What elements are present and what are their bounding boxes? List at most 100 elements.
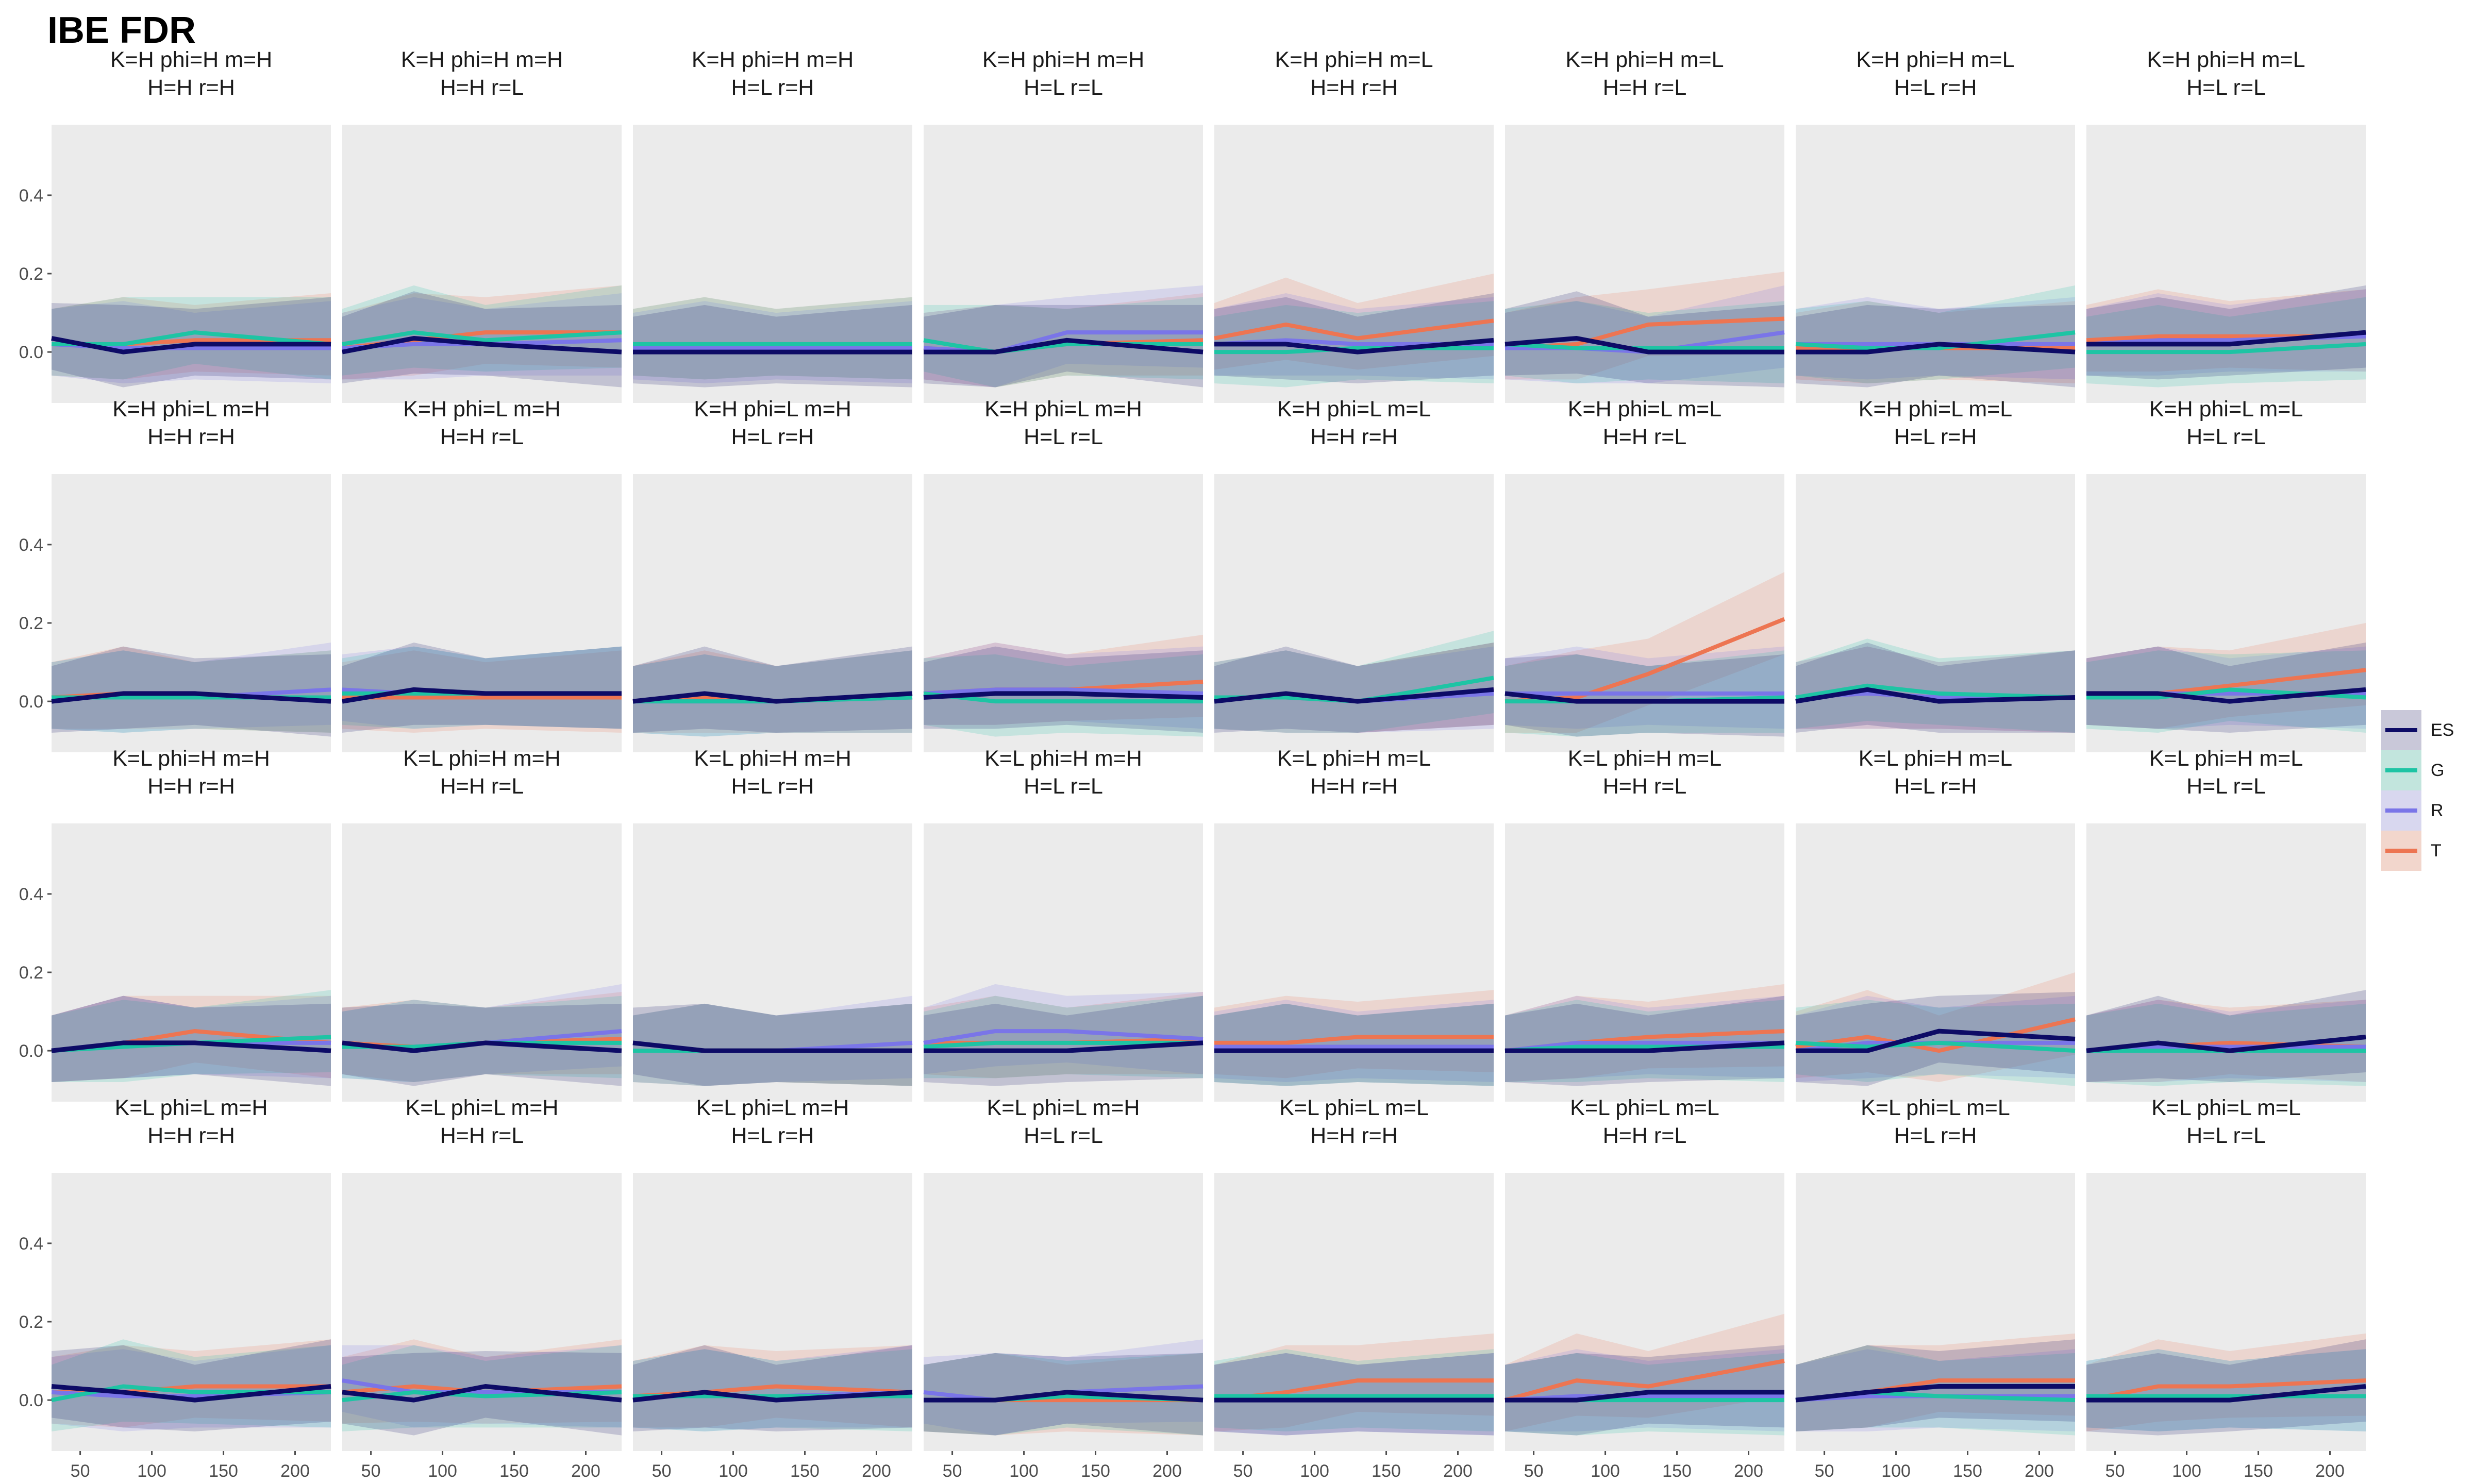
x-tick-label: 100 [1300,1461,1329,1481]
facet-title-line2: H=L r=L [2186,75,2266,100]
panel-background [1796,823,2075,1102]
series-line-es [1505,1390,1784,1403]
facet-panel: K=H phi=H m=L H=H r=L [1505,47,1785,403]
x-tick-label: 100 [137,1461,166,1481]
y-tick-label: 0.4 [19,1234,43,1254]
ribbon-es [633,646,912,733]
panel-background [342,823,622,1102]
ribbon-t [1796,646,2075,733]
facet-title-line1: K=L phi=H m=L [1277,746,1431,771]
facet-title-line1: K=L phi=L m=L [1279,1095,1429,1120]
x-tick-label: 150 [209,1461,238,1481]
facet-panel: K=L phi=L m=H H=L r=L 50 100 150 200 [923,1095,1203,1481]
legend-item-g: G [2381,750,2454,790]
facet-title-line1: K=L phi=L m=L [2151,1095,2301,1120]
y-tick-label: 0.2 [19,1312,43,1332]
facet-title-line2: H=H r=H [147,1123,235,1148]
panel-background [924,1173,1203,1451]
legend-key-r [2381,790,2421,831]
legend-label-es: ES [2431,720,2454,740]
facet-panel: K=L phi=H m=H H=H r=L [342,746,622,1102]
panel-background [1505,125,1784,403]
series-line-es [2086,1384,2366,1403]
series-line-es [2086,687,2366,704]
panel-background [924,474,1203,752]
facet-title-line2: H=H r=L [1603,1123,1687,1148]
facet-panel: K=H phi=H m=H H=H r=L [342,47,622,403]
y-tick-label: 0.2 [19,963,43,983]
series-line-es [632,1390,913,1403]
panel-background [633,823,912,1102]
ribbon-t [52,646,331,733]
series-line-es [342,336,622,355]
facet-title-line1: K=H phi=H m=L [2147,47,2305,72]
facet-title-line2: H=H r=H [1310,774,1398,799]
ribbon-es [1214,643,1494,733]
ribbon-r [1796,297,2075,380]
ribbon-es [342,643,622,733]
series-line-g [1505,342,1784,350]
series-line-es [342,687,622,704]
ribbon-r [52,643,331,733]
facet-panel: K=L phi=L m=L H=H r=L 50 100 150 200 [1504,1095,1785,1481]
facet-panel: K=L phi=L m=L H=L r=L 50 100 150 200 [2086,1095,2366,1481]
series-line-t [1504,1359,1785,1402]
ribbon-r [924,285,1203,387]
panel-background [342,474,622,752]
facet-panel: K=L phi=H m=L H=H r=H [1214,746,1494,1102]
x-tick-label: 200 [1734,1461,1763,1481]
ribbon-t [633,297,912,380]
y-tick-label: 0.4 [19,885,43,904]
facet-title-line2: H=L r=H [1894,1123,1977,1148]
x-tick-label: 200 [2025,1461,2054,1481]
ribbon-r [1796,646,2075,733]
legend-label-t: T [2431,840,2442,861]
facet-panel: K=H phi=H m=H H=L r=L [923,47,1203,403]
x-tick-label: 200 [571,1461,600,1481]
legend-key-es [2381,710,2421,750]
facet-title-line2: H=H r=L [1603,75,1687,100]
series-line-es [2086,330,2366,347]
x-tick-label: 100 [1881,1461,1911,1481]
ribbon-es [1505,1345,1784,1436]
panel-background [1214,125,1494,403]
ribbon-es [1796,992,2075,1086]
series-line-es [51,691,331,704]
series-line-es [923,691,1203,700]
x-tick-label: 50 [1815,1461,1834,1481]
facet-title-line2: H=H r=H [1310,1123,1398,1148]
facet-title-line2: H=L r=H [731,75,814,100]
y-tick-label: 0.0 [19,343,43,362]
ribbon-r [924,643,1203,729]
facet-panel: K=L phi=L m=H H=L r=H 50 100 150 200 [632,1095,913,1481]
x-tick-label: 150 [1081,1461,1110,1481]
ribbon-g [1796,1345,2075,1436]
legend-label-g: G [2431,760,2445,780]
facet-title-line2: H=L r=H [731,774,814,799]
x-tick-label: 50 [361,1461,381,1481]
ribbon-r [342,646,622,729]
ribbon-r [2086,1000,2366,1082]
legend-item-r: R [2381,790,2454,831]
series-line-es [51,1040,331,1053]
facet-title-line1: K=H phi=H m=L [1275,47,1433,72]
facet-title-line2: H=L r=L [1024,1123,1103,1148]
panel-background [633,1173,912,1451]
series-line-r [923,1029,1203,1045]
facet-panel: K=H phi=L m=H H=H r=H 0.0 0.2 0.4 [19,397,331,752]
panel-background [52,474,331,752]
facet-panel: K=L phi=L m=H H=H r=L 50 100 150 200 [342,1095,622,1481]
series-line-es [632,691,913,704]
series-line-t [1214,1035,1494,1045]
panel-background [1505,823,1784,1102]
ribbon-r [1505,646,1784,729]
ribbon-es [2086,990,2366,1082]
facet-title-line2: H=L r=L [2186,425,2266,449]
facet-title-line1: K=L phi=H m=L [1859,746,2012,771]
y-tick-label: 0.2 [19,264,43,284]
panel-background [52,125,331,403]
ribbon-g [2086,1349,2366,1431]
panel-background [924,823,1203,1102]
x-tick-label: 50 [943,1461,962,1481]
x-tick-label: 50 [1233,1461,1253,1481]
